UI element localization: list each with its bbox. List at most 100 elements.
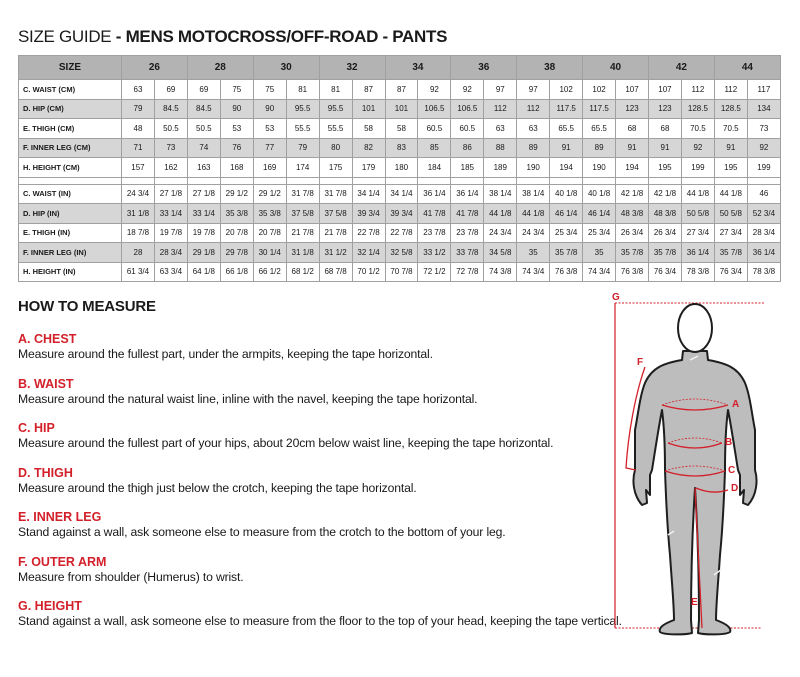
- row-label: E. THIGH (CM): [18, 118, 122, 139]
- table-cell: 23 7/8: [450, 222, 485, 243]
- table-cell: 174: [285, 157, 320, 178]
- table-cell: 106.5: [417, 98, 452, 119]
- table-cell: 50 5/8: [713, 203, 748, 224]
- label-b: B: [725, 437, 732, 448]
- logo-marks: [667, 355, 723, 576]
- table-cell: 64 1/8: [186, 261, 221, 282]
- table-cell: 83: [384, 137, 419, 158]
- table-cell: 60.5: [417, 118, 452, 139]
- size-header-label: SIZE: [18, 55, 122, 80]
- table-cell: 69: [186, 79, 221, 100]
- table-cell: 42 1/8: [648, 183, 682, 204]
- measure-item-description: Measure around the fullest part of your …: [18, 436, 554, 450]
- table-cell: 36 1/4: [417, 183, 452, 204]
- table-row: C. WAIST (CM) 63 69 69 75 75 81 81 87 87 92 92 97 97 1…: [18, 79, 782, 100]
- table-cell: 95.5: [318, 98, 353, 119]
- table-cell: 85: [417, 137, 452, 158]
- measure-item: D. THIGH Measure around the thigh just be…: [18, 466, 417, 496]
- table-cell: 29 1/8: [186, 242, 221, 263]
- table-cell: 29 1/2: [252, 183, 287, 204]
- table-cell: 19 7/8: [153, 222, 188, 243]
- row-label: H. HEIGHT (IN): [18, 261, 122, 282]
- table-cell: 58: [351, 118, 386, 139]
- table-cell: 91: [713, 137, 748, 158]
- table-cell: 101: [384, 98, 419, 119]
- label-a: A: [732, 399, 739, 410]
- table-cell: 68: [615, 118, 649, 139]
- table-cell: 73: [746, 118, 782, 139]
- measure-item-description: Measure around the thigh just below the …: [18, 480, 417, 495]
- table-cell: 44 1/8: [483, 203, 518, 224]
- waist-line-b: [667, 442, 723, 449]
- table-cell: 199: [746, 157, 782, 178]
- size-column-40: 40: [582, 55, 649, 80]
- table-cell: 88: [483, 137, 518, 158]
- table-cell: 38 1/4: [483, 183, 518, 204]
- table-cell: 87: [384, 79, 419, 100]
- table-cell: 101: [351, 98, 386, 119]
- table-cell: 31 1/2: [318, 242, 353, 263]
- table-row: H. HEIGHT (CM) 157 162 163 168 169 174 175 179 18…: [18, 157, 782, 178]
- table-cell: 35 3/8: [219, 203, 254, 224]
- table-cell: 123: [648, 98, 682, 119]
- table-cell: 79: [285, 137, 320, 158]
- size-column-42: 42: [648, 55, 715, 80]
- table-cell: 35 7/8: [615, 242, 649, 263]
- table-cell: 52 3/4: [746, 203, 782, 224]
- measure-item-description: Measure around the fullest part, under t…: [18, 347, 433, 361]
- table-cell: 55.5: [318, 118, 353, 139]
- table-cell: 44 1/8: [680, 183, 715, 204]
- table-cell: 41 7/8: [450, 203, 485, 224]
- measure-item-title: F. OUTER ARM: [18, 554, 107, 569]
- table-cell: 128.5: [713, 98, 748, 119]
- measure-item-title: D. THIGH: [18, 465, 73, 480]
- table-cell: 25 3/4: [549, 222, 584, 243]
- measure-item-title: B. WAIST: [18, 376, 74, 391]
- table-cell: 30 1/4: [252, 242, 287, 263]
- table-cell: 112: [516, 98, 551, 119]
- measure-item-title: G. HEIGHT: [18, 599, 82, 613]
- table-cell: 33 1/2: [417, 242, 452, 263]
- table-cell: 199: [680, 157, 715, 178]
- size-chart-table: SIZE 26 28 30 32 34 36 38 40 42 44 C. WAIST (CM) 63…: [18, 55, 782, 282]
- table-cell: 169: [252, 157, 287, 178]
- hip-line-c: [664, 470, 726, 477]
- table-cell: 91: [549, 137, 584, 158]
- inner-leg-line-e: [694, 487, 703, 629]
- table-cell: 112: [680, 79, 715, 100]
- size-column-34: 34: [384, 55, 452, 80]
- table-cell: 68 7/8: [318, 261, 353, 282]
- size-header-row: SIZE 26 28 30 32 34 36 38 40 42 44: [18, 55, 782, 80]
- table-cell: 78 3/8: [680, 261, 715, 282]
- table-cell: 76 3/4: [713, 261, 748, 282]
- table-cell: 46 1/4: [549, 203, 584, 224]
- table-cell: 72 1/2: [417, 261, 452, 282]
- table-cell: 162: [153, 157, 188, 178]
- table-cell: 48: [121, 118, 155, 139]
- table-cell: 80: [318, 137, 353, 158]
- row-label: H. HEIGHT (CM): [18, 157, 122, 178]
- table-cell: 91: [648, 137, 682, 158]
- table-cell: 84.5: [186, 98, 221, 119]
- table-cell: 95.5: [285, 98, 320, 119]
- table-cell: 60.5: [450, 118, 485, 139]
- table-cell: 92: [417, 79, 452, 100]
- table-cell: 58: [384, 118, 419, 139]
- table-cell: 25 3/4: [582, 222, 617, 243]
- title-product: - MENS MOTOCROSS/OFF-ROAD - PANTS: [111, 27, 448, 46]
- row-label: C. WAIST (IN): [18, 183, 122, 204]
- table-cell: 24 3/4: [516, 222, 551, 243]
- table-cell: 39 3/4: [384, 203, 419, 224]
- table-cell: 102: [582, 79, 617, 100]
- table-cell: 185: [450, 157, 485, 178]
- table-cell: 33 7/8: [450, 242, 485, 263]
- table-spacer-row: [18, 176, 782, 185]
- table-cell: 46 1/4: [582, 203, 617, 224]
- table-cell: 44 1/8: [516, 203, 551, 224]
- table-cell: 19 7/8: [186, 222, 221, 243]
- table-cell: 63: [516, 118, 551, 139]
- table-cell: 86: [450, 137, 485, 158]
- table-cell: 20 7/8: [252, 222, 287, 243]
- table-cell: 92: [450, 79, 485, 100]
- table-cell: 180: [384, 157, 419, 178]
